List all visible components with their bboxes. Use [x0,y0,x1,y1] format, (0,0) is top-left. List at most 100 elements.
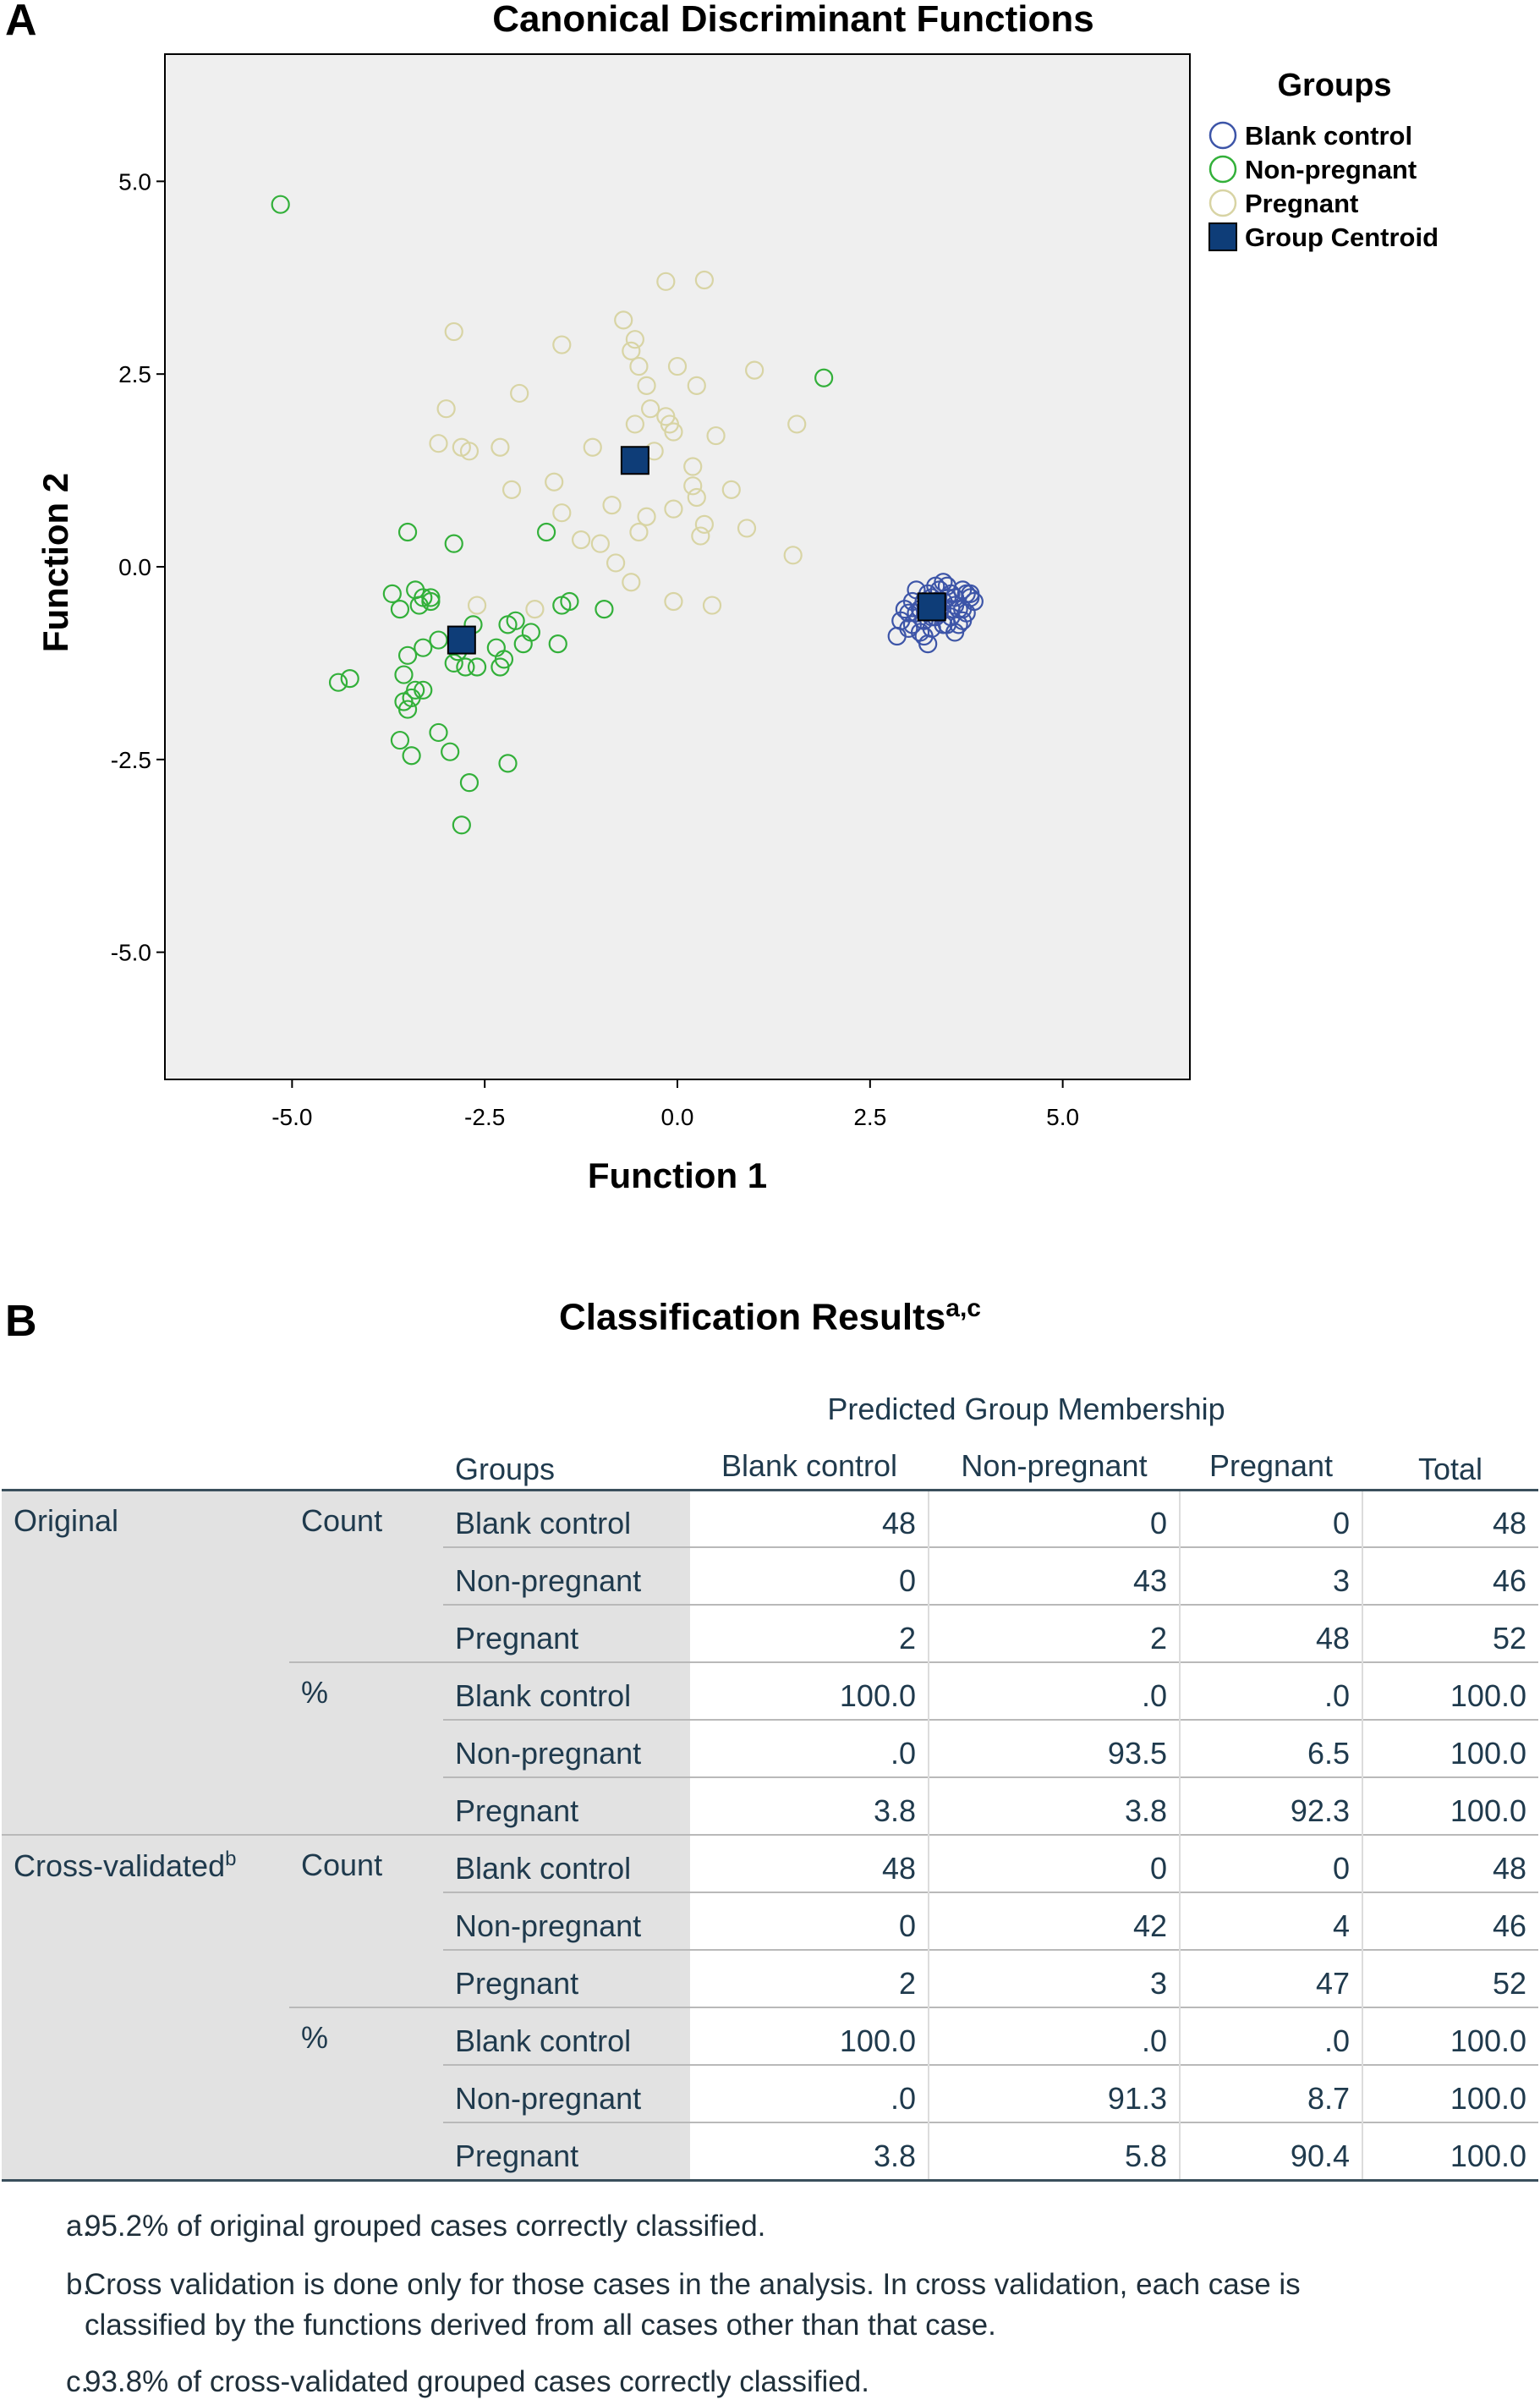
pregnant-point [706,426,726,446]
pregnant-point [683,476,703,496]
pregnant-cell: 4 [1179,1892,1362,1950]
blank-control-cell: 100.0 [690,2007,929,2065]
blank-control-point [910,623,930,642]
pregnant-cell: 6.5 [1179,1719,1362,1777]
pregnant-point [490,437,510,457]
blank-control-cell: .0 [690,2064,929,2122]
non-pregnant-point [421,588,441,607]
pregnant-point [629,356,649,376]
x-axis-label: Function 1 [588,1156,767,1195]
legend-label: Pregnant [1245,189,1358,218]
total-cell: 52 [1362,1949,1538,2007]
group-cell: Blank control [443,1834,690,1892]
table-row: Non-pregnant .0 91.3 8.7 100.0 [2,2064,1538,2122]
non-pregnant-cell: .0 [928,1661,1180,1720]
total-cell: 48 [1362,1834,1538,1892]
pregnant-point [622,573,641,592]
pregnant-cell: .0 [1179,2007,1362,2065]
blank-control-cell: 3.8 [690,2122,929,2182]
blank-control-cell: 3.8 [690,1776,929,1835]
x-tick-label: 2.5 [853,1104,886,1130]
blank-control-cell: .0 [690,1719,929,1777]
pregnant-point [694,514,714,534]
pregnant-point [787,415,807,434]
section-label: Original [2,1488,289,1835]
panel-a-letter: A [5,0,37,45]
blank-control-cell: 48 [690,1488,929,1547]
non-pregnant-point [552,596,572,615]
total-cell: 46 [1362,1546,1538,1605]
pregnant-point [667,356,688,376]
y-tick-label: 0.0 [118,554,151,580]
pregnant-point [637,376,656,395]
non-pregnant-point [340,669,359,689]
group-cell: Non-pregnant [443,1719,690,1777]
table-row: Pregnant 2 2 48 52 [2,1604,1538,1662]
table-row: Pregnant 2 3 47 52 [2,1949,1538,2007]
legend-marker [1208,121,1237,150]
pregnant-point [664,591,683,612]
non-pregnant-cell: 93.5 [928,1719,1180,1777]
pregnant-point [606,553,626,573]
legend-marker [1208,155,1237,184]
blank-control-point [953,600,973,619]
blank-control-cell: 0 [690,1546,929,1605]
pregnant-point [683,457,703,476]
scatter-chart: Canonical Discriminant Functions -5.0 -2.… [36,0,1439,1195]
non-pregnant-point [390,730,410,750]
pregnant-point [687,376,706,395]
pregnant-cell: 0 [1179,1488,1362,1547]
pregnant-cell: 3 [1179,1546,1362,1605]
pregnant-point [583,437,602,457]
group-cell: Non-pregnant [443,1546,690,1605]
non-pregnant-point [452,815,471,835]
plot-area [164,53,1191,1080]
pregnant-point [501,480,522,499]
groups-header: Groups [455,1451,556,1486]
table-row: Non-pregnant 0 43 3 46 [2,1546,1538,1605]
table-row: Pregnant 3.8 5.8 90.4 100.0 [2,2122,1538,2182]
non-pregnant-point [506,611,525,630]
pregnant-cell: 92.3 [1179,1776,1362,1835]
pregnant-header: Pregnant [1208,1447,1334,1483]
y-tick-label: -5.0 [111,940,151,966]
non-pregnant-point [397,700,418,719]
non-pregnant-cell: 5.8 [928,2122,1180,2182]
legend-title: Groups [1277,68,1391,103]
group-centroid-marker [447,625,476,655]
pregnant-point [694,270,714,290]
footnote-b: b. Cross validation is done only for thos… [66,2268,1301,2342]
non-pregnant-point [498,754,518,773]
group-centroid-marker [620,446,649,475]
data-points [271,195,984,835]
non-pregnant-point [397,522,418,542]
blank-control-cell: 48 [690,1834,929,1892]
pregnant-point [702,596,722,615]
x-tick-label: -2.5 [464,1104,505,1130]
blank-control-point [895,600,914,619]
panel-b-letter: B [5,1297,37,1346]
pregnant-point [664,499,683,519]
pregnant-point [629,522,649,542]
y-tick-label: 2.5 [118,361,151,387]
statistic-label: Count [289,1488,443,1662]
table-row: Pregnant 3.8 3.8 92.3 100.0 [2,1776,1538,1835]
non-pregnant-point [394,665,414,684]
blank-control-header: Blank control [721,1447,898,1483]
non-pregnant-point [467,657,487,677]
non-pregnant-point [271,195,290,214]
total-cell: 46 [1362,1892,1538,1950]
pregnant-point [459,442,480,461]
non-pregnant-point [429,722,448,743]
x-tick-label: -5.0 [271,1104,312,1130]
non-pregnant-point [814,368,834,387]
pregnant-point [664,422,683,442]
total-cell: 100.0 [1362,1719,1538,1777]
non-pregnant-cell: 42 [928,1892,1180,1950]
pregnant-point [641,399,660,419]
group-cell: Pregnant [443,2122,690,2182]
pregnant-point [625,330,644,349]
pregnant-point [510,383,529,404]
table-row: % Blank control 100.0.0.0 100.0 [2,1661,1538,1835]
total-header: Total [1417,1451,1483,1486]
